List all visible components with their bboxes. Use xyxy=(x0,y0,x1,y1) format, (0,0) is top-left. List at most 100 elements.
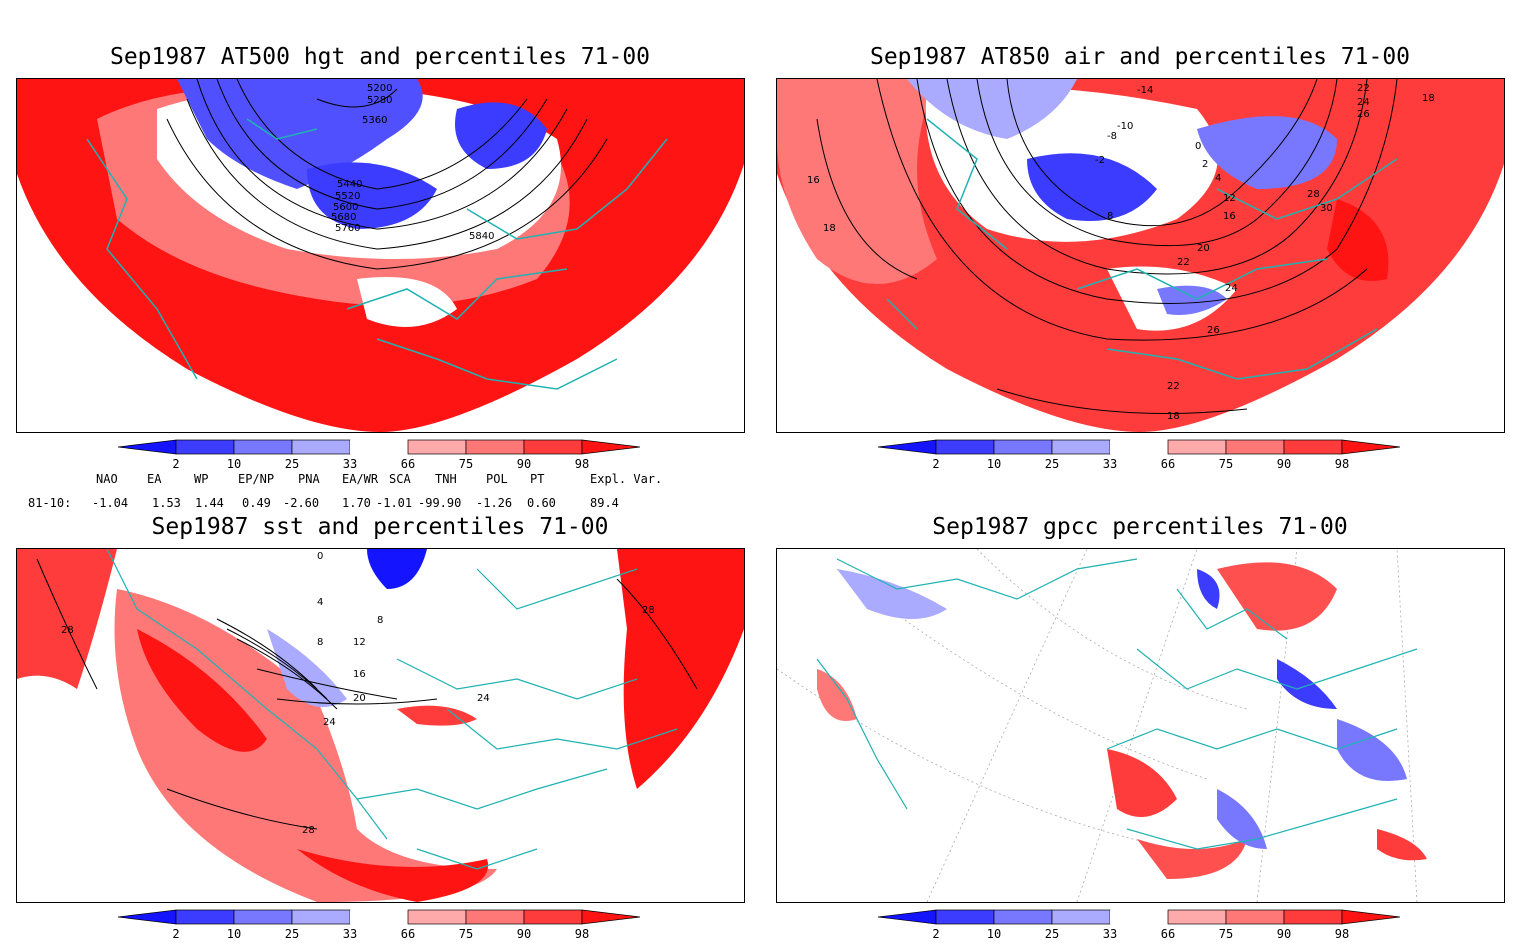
colorbar-gpcc: 2 10 25 33 66 75 90 98 xyxy=(877,909,1418,944)
colorbar-tick-label: 10 xyxy=(227,457,241,471)
contour-label: 26 xyxy=(1207,325,1220,336)
colorbar-tick-label: 25 xyxy=(1045,927,1059,941)
contour-label: 5440 xyxy=(337,179,362,190)
colorbar-sst: 2 10 25 33 66 75 90 98 xyxy=(117,909,658,944)
colorbar-segment xyxy=(523,439,583,455)
panel-title-hgt: Sep1987 AT500 hgt and percentiles 71-00 xyxy=(109,44,651,70)
colorbar-tick-label: 33 xyxy=(1103,927,1117,941)
colorbar-segment xyxy=(1225,909,1285,925)
contour-label: 24 xyxy=(1357,97,1370,108)
contour-label: 5360 xyxy=(362,115,387,126)
contour-label: 5760 xyxy=(335,223,360,234)
colorbar-segment xyxy=(407,439,467,455)
colorbar-tick-label: 75 xyxy=(459,927,473,941)
contour-label: 24 xyxy=(323,717,336,728)
contour-label: 24 xyxy=(477,693,490,704)
colorbar-tick-label: 2 xyxy=(172,927,179,941)
colorbar-arrow-high xyxy=(581,909,641,925)
colorbar-segment xyxy=(350,440,408,454)
colorbar-tick-label: 90 xyxy=(1277,927,1291,941)
index-name: TNH xyxy=(435,472,457,486)
contour-label: 20 xyxy=(1197,243,1210,254)
colorbar-tick-label: 75 xyxy=(1219,927,1233,941)
contour-label: 16 xyxy=(807,175,820,186)
colorbar-tick-label: 98 xyxy=(1335,927,1349,941)
contour-label: -2 xyxy=(1095,155,1105,166)
contour-label: 24 xyxy=(1225,283,1238,294)
index-value: 1.70 xyxy=(342,496,371,510)
colorbar-segment xyxy=(1283,909,1343,925)
colorbar-arrow-low xyxy=(877,909,937,925)
contour-label: 5600 xyxy=(333,202,358,213)
colorbar-tick-label: 2 xyxy=(932,457,939,471)
contour-label: 28 xyxy=(302,825,315,836)
colorbar-tick-label: 10 xyxy=(227,927,241,941)
panel-title-sst: Sep1987 sst and percentiles 71-00 xyxy=(151,514,609,540)
colorbar-tick-label: 2 xyxy=(932,927,939,941)
colorbar-segment xyxy=(1225,439,1285,455)
index-value: -1.26 xyxy=(476,496,513,510)
contour-label: 5200 xyxy=(367,83,392,94)
colorbar-arrow-low xyxy=(117,439,177,455)
contour-label: 4 xyxy=(1215,173,1221,184)
index-name: POL xyxy=(486,472,508,486)
index-value: -2.60 xyxy=(283,496,320,510)
colorbar-segment xyxy=(935,909,995,925)
colorbar-segment xyxy=(465,439,525,455)
colorbar-air: 2 10 25 33 66 75 90 98 xyxy=(877,439,1418,474)
colorbar-segment xyxy=(1283,439,1343,455)
colorbar-segment xyxy=(175,439,235,455)
colorbar-arrow-low xyxy=(117,909,177,925)
contour-label: 5680 xyxy=(331,212,356,223)
colorbar-tick-label: 66 xyxy=(1161,457,1175,471)
colorbar-tick-label: 33 xyxy=(1103,457,1117,471)
colorbar-tick-label: 75 xyxy=(1219,457,1233,471)
contour-label: 16 xyxy=(1223,211,1236,222)
panel-title-gpcc: Sep1987 gpcc percentiles 71-00 xyxy=(932,514,1348,540)
index-value: -1.01 xyxy=(376,496,413,510)
colorbar-segment xyxy=(1051,439,1111,455)
colorbar-segment xyxy=(1167,909,1227,925)
colorbar-segment xyxy=(1167,439,1227,455)
indices-header: NAO EA WP EP/NP PNA EA/WR SCA TNH POL PT… xyxy=(0,472,760,488)
index-value: 0.60 xyxy=(527,496,556,510)
contour-label: 28 xyxy=(642,605,655,616)
contour-label: 28 xyxy=(61,625,74,636)
colorbar-segment xyxy=(233,439,293,455)
colorbar-arrow-high xyxy=(1341,439,1401,455)
panel-title-air: Sep1987 AT850 air and percentiles 71-00 xyxy=(869,44,1411,70)
index-name: PNA xyxy=(298,472,320,486)
index-value: 1.44 xyxy=(195,496,224,510)
colorbar-tick-label: 66 xyxy=(401,927,415,941)
map-hgt: 5200 5280 5360 5440 5520 5600 5680 5760 … xyxy=(16,78,745,433)
indices-values: 81-10: -1.04 1.53 1.44 0.49 -2.60 1.70 -… xyxy=(0,496,760,512)
colorbar-tick-label: 98 xyxy=(1335,457,1349,471)
map-air: -14 -10 -8 -2 0 2 4 8 12 16 16 18 20 22 … xyxy=(776,78,1505,433)
index-name: SCA xyxy=(389,472,411,486)
colorbar-tick-label: 25 xyxy=(285,457,299,471)
contour-label: 20 xyxy=(353,693,366,704)
colorbar-tick-label: 10 xyxy=(987,927,1001,941)
contour-label: 28 xyxy=(1307,189,1320,200)
colorbar-arrow-high xyxy=(581,439,641,455)
contour-label: 8 xyxy=(1107,211,1113,222)
index-value: 0.49 xyxy=(242,496,271,510)
colorbar-segment xyxy=(523,909,583,925)
index-name: EA/WR xyxy=(342,472,379,486)
contour-label: 5520 xyxy=(335,191,360,202)
colorbar-tick-label: 90 xyxy=(517,927,531,941)
contour-label: 16 xyxy=(353,669,366,680)
index-name: EA xyxy=(147,472,162,486)
map-gpcc xyxy=(776,548,1505,903)
colorbar-hgt: 2 10 25 33 66 75 90 98 xyxy=(117,439,658,474)
contour-label: 4 xyxy=(317,597,323,608)
colorbar-tick-label: 33 xyxy=(343,457,357,471)
colorbar-segment xyxy=(935,439,995,455)
colorbar-tick-label: 2 xyxy=(172,457,179,471)
contour-label: 2 xyxy=(1202,159,1208,170)
contour-label: 8 xyxy=(377,615,383,626)
index-value: -99.90 xyxy=(418,496,462,510)
contour-label: 0 xyxy=(317,551,323,562)
colorbar-segment xyxy=(465,909,525,925)
contour-label: 26 xyxy=(1357,109,1370,120)
